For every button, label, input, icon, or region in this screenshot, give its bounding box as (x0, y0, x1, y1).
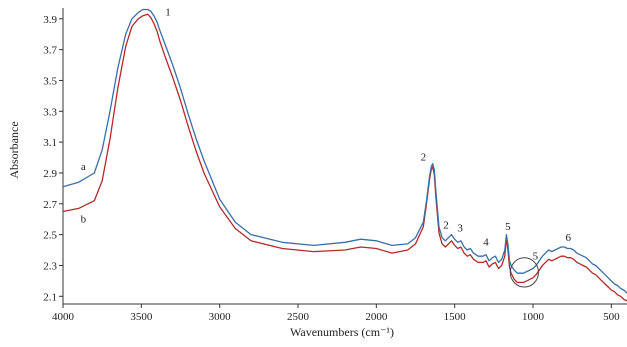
peak-label: 5 (533, 250, 539, 262)
x-axis: 4000 3500 3000 2500 2000 1500 1000 500 (52, 304, 620, 323)
x-tick-label: 2000 (365, 311, 388, 323)
peak-label: 2 (443, 219, 449, 231)
x-tick-label: 1500 (444, 311, 467, 323)
circle-marker (509, 257, 539, 288)
plot-frame (62, 8, 627, 305)
y-tick-label: 2.9 (43, 168, 57, 180)
y-axis: 2.1 2.3 2.5 2.7 2.9 3.1 3.3 3.5 3.7 3.9 (43, 14, 63, 303)
y-tick-label: 2.3 (43, 260, 57, 272)
y-tick-label: 3.3 (43, 106, 57, 118)
y-tick-label: 3.1 (43, 137, 57, 149)
x-tick-label: 3500 (130, 311, 153, 323)
x-tick-label: 1000 (522, 311, 545, 323)
peak-label: 2 (421, 152, 427, 164)
peak-label: 3 (457, 223, 463, 235)
x-axis-title: Wavenumbers (cm⁻¹) (290, 325, 394, 339)
peak-label: 4 (483, 236, 489, 248)
y-tick-label: 2.7 (43, 199, 57, 211)
x-tick-label: 2500 (287, 311, 310, 323)
series-layer (62, 8, 627, 302)
y-tick-label: 2.5 (43, 230, 57, 242)
series-line-a (62, 8, 627, 294)
y-tick-label: 2.1 (43, 291, 57, 303)
peak-label: 1 (165, 7, 171, 19)
y-tick-label: 3.7 (43, 45, 57, 57)
y-tick-label: 3.5 (43, 75, 57, 87)
x-tick-label: 4000 (52, 311, 75, 323)
series-line-b (62, 13, 627, 302)
x-tick-label: 3000 (209, 311, 232, 323)
series-label-b: b (81, 213, 87, 225)
y-axis-title: Absorbance (7, 121, 21, 178)
y-tick-label: 3.9 (43, 14, 57, 26)
x-tick-label: 500 (603, 311, 620, 323)
series-label-a: a (81, 161, 86, 173)
peak-label: 5 (505, 221, 511, 233)
peak-label: 6 (566, 232, 572, 244)
